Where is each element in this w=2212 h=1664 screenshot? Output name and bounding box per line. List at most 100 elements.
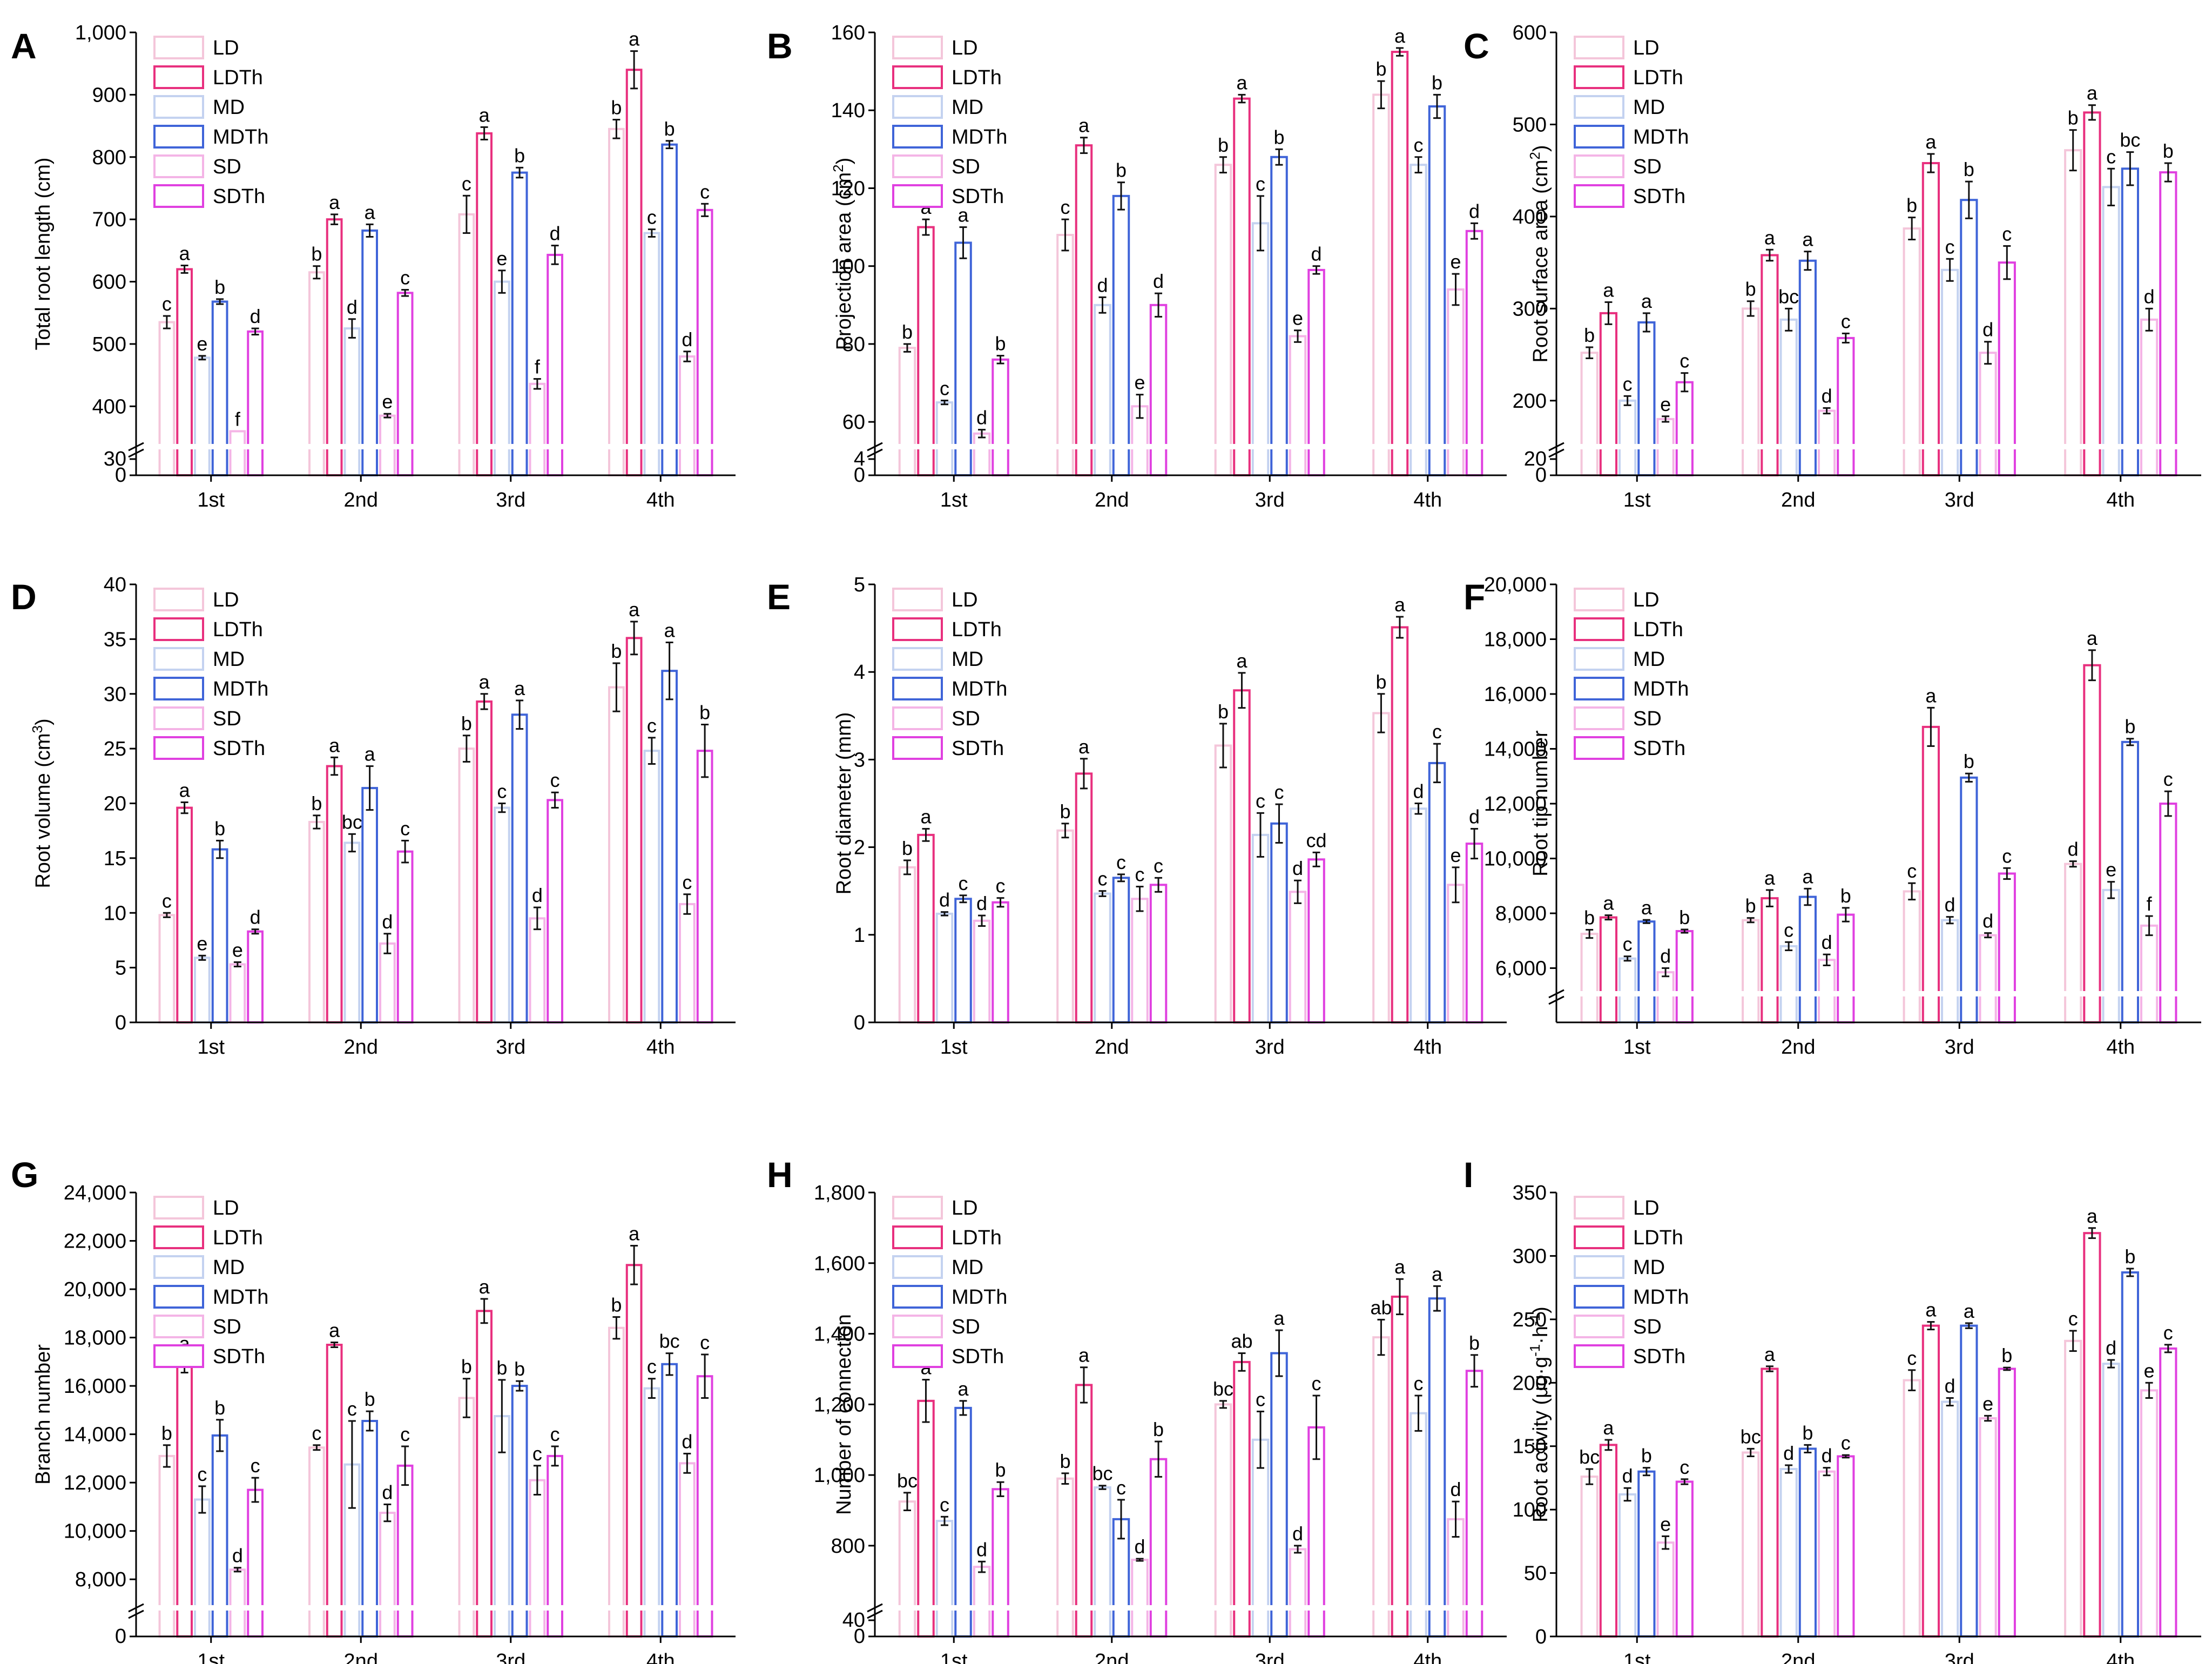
significance-label: a: [329, 1319, 340, 1342]
x-tick-label: 4th: [1413, 1036, 1442, 1059]
legend-label: MDTh: [1633, 126, 1689, 149]
legend-label: LD: [952, 589, 978, 611]
legend-swatch: [892, 65, 943, 89]
bar: [379, 1512, 396, 1638]
bar: [1618, 399, 1637, 476]
significance-label: c: [1413, 134, 1423, 156]
significance-label: b: [699, 702, 710, 724]
significance-label: d: [1822, 931, 1832, 953]
significance-label: c: [1256, 1388, 1265, 1410]
bar: [476, 1310, 493, 1638]
y-tick-label: 500: [92, 333, 126, 356]
bar: [1112, 194, 1130, 476]
significance-label: a: [629, 28, 640, 50]
x-tick-label: 1st: [940, 1036, 968, 1059]
significance-label: e: [1982, 1392, 1993, 1414]
bar: [1131, 898, 1149, 1023]
legend-label: LDTh: [1633, 1227, 1683, 1249]
significance-label: b: [1060, 1450, 1070, 1472]
panel-letter: G: [11, 1155, 38, 1195]
y-tick-label: 5: [115, 957, 126, 980]
significance-label: d: [976, 1538, 987, 1560]
significance-label: c: [996, 875, 1006, 897]
significance-label: d: [1469, 806, 1480, 828]
significance-label: b: [1745, 895, 1756, 917]
bar: [1391, 1295, 1409, 1638]
significance-label: c: [959, 872, 968, 894]
significance-label: d: [1292, 1522, 1303, 1545]
significance-label: d: [2144, 285, 2155, 307]
bar: [696, 750, 713, 1024]
bar: [2140, 318, 2159, 476]
significance-label: b: [2068, 107, 2079, 129]
significance-label: d: [682, 328, 692, 351]
y-tick-label: 4: [854, 661, 865, 684]
bar: [1391, 626, 1409, 1023]
significance-label: b: [461, 1356, 472, 1378]
significance-label: a: [329, 734, 340, 756]
legend-label: LD: [213, 1197, 239, 1220]
significance-label: b: [902, 837, 913, 859]
y-axis-title: Root tip number: [1529, 730, 1552, 877]
bar: [158, 321, 176, 476]
bar: [396, 850, 414, 1023]
significance-label: a: [479, 671, 490, 693]
significance-label: b: [1116, 159, 1127, 181]
y-tick-label: 50: [1524, 1562, 1547, 1585]
bar: [2064, 149, 2082, 476]
legend-label: MD: [213, 648, 245, 671]
significance-label: c: [1116, 851, 1126, 873]
y-tick-label: 200: [1513, 1372, 1547, 1394]
y-tick-label: 140: [831, 99, 865, 122]
significance-label: b: [1584, 906, 1595, 928]
x-tick-label: 2nd: [344, 1650, 378, 1664]
significance-label: d: [250, 305, 261, 327]
bar: [1618, 1493, 1637, 1638]
legend-label: LD: [213, 37, 239, 59]
legend-label: LDTh: [213, 1227, 263, 1249]
y-tick-label: 30: [104, 448, 126, 470]
bar: [935, 1520, 954, 1638]
bar: [326, 765, 343, 1023]
bar: [511, 171, 528, 477]
bar: [458, 747, 475, 1023]
bar: [973, 1566, 991, 1638]
legend-swatch: [153, 1255, 204, 1279]
bar: [1599, 1444, 1618, 1638]
significance-label: a: [664, 619, 676, 641]
y-tick-label: 24,000: [64, 1182, 126, 1204]
significance-label: d: [1311, 243, 1322, 265]
significance-label: b: [1469, 1332, 1480, 1354]
significance-label: bc: [342, 811, 362, 833]
bar: [2083, 111, 2101, 476]
bar: [511, 713, 528, 1023]
y-tick-label: 3: [854, 749, 865, 771]
significance-label: d: [1945, 894, 1955, 916]
x-tick-label: 4th: [1413, 489, 1442, 511]
bar: [1270, 1352, 1288, 1638]
significance-label: c: [162, 890, 172, 912]
significance-label: c: [1116, 1477, 1126, 1499]
significance-label: a: [1078, 114, 1090, 137]
bar: [2121, 740, 2139, 1023]
x-tick-label: 2nd: [1095, 1650, 1129, 1664]
x-tick-label: 3rd: [1945, 1036, 1974, 1059]
y-axis-title: Root diameter (mm): [833, 712, 855, 895]
bar: [194, 356, 211, 476]
legend-swatch: [1574, 36, 1624, 59]
bar: [229, 963, 246, 1023]
legend: LD LDTh MD MDTh SD SDTh: [892, 1196, 1007, 1368]
bar: [211, 848, 228, 1024]
y-axis-title: Number of connection: [833, 1314, 855, 1515]
significance-label: e: [197, 932, 207, 954]
bar: [361, 1420, 378, 1638]
significance-label: a: [365, 743, 376, 765]
significance-label: b: [2125, 716, 2135, 738]
x-tick-label: 1st: [1623, 1650, 1651, 1664]
bar: [1921, 725, 1940, 1024]
bar: [529, 382, 546, 476]
legend-label: LDTh: [1633, 618, 1683, 641]
x-tick-label: 4th: [2106, 1036, 2135, 1059]
bar: [935, 401, 954, 476]
significance-label: c: [1623, 373, 1633, 395]
